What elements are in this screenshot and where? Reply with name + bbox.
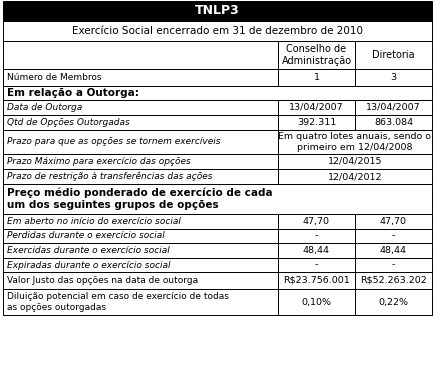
Bar (354, 100, 431, 115)
Text: Expiradas durante o exercício social: Expiradas durante o exercício social (7, 261, 170, 269)
Text: Conselho de
Administração: Conselho de Administração (281, 44, 351, 66)
Text: Em aberto no início do exercício social: Em aberto no início do exercício social (7, 217, 181, 226)
Bar (277, 289, 354, 315)
Text: 12/04/2012: 12/04/2012 (327, 172, 381, 181)
Bar (277, 69, 354, 86)
Bar (3, 169, 277, 184)
Text: Data de Outorga: Data de Outorga (7, 103, 82, 112)
Bar (3, 69, 277, 86)
Text: Prazo de restrição à transferências das ações: Prazo de restrição à transferências das … (7, 172, 212, 181)
Bar (3, 21, 431, 41)
Text: Exercício Social encerrado em 31 de dezembro de 2010: Exercício Social encerrado em 31 de deze… (72, 26, 362, 36)
Bar (3, 289, 277, 315)
Bar (354, 258, 431, 272)
Bar (3, 100, 277, 115)
Text: R$52.263.202: R$52.263.202 (359, 276, 426, 285)
Bar (277, 243, 354, 258)
Bar (277, 100, 354, 115)
Text: Exercidas durante o exercício social: Exercidas durante o exercício social (7, 246, 169, 255)
Bar (354, 272, 431, 289)
Bar (354, 214, 431, 229)
Text: -: - (314, 261, 317, 269)
Bar (354, 115, 431, 130)
Text: 392.311: 392.311 (296, 118, 335, 127)
Text: Em quatro lotes anuais, sendo o
primeiro em 12/04/2008: Em quatro lotes anuais, sendo o primeiro… (278, 132, 431, 152)
Bar (3, 229, 277, 243)
Bar (354, 289, 431, 315)
Bar (277, 169, 431, 184)
Text: 3: 3 (390, 73, 396, 82)
Text: 48,44: 48,44 (302, 246, 329, 255)
Bar (3, 154, 277, 169)
Bar (3, 243, 277, 258)
Bar (277, 272, 354, 289)
Bar (3, 1, 431, 21)
Text: Preço médio ponderado de exercício de cada
um dos seguintes grupos de opções: Preço médio ponderado de exercício de ca… (7, 187, 272, 210)
Bar (3, 272, 277, 289)
Text: 13/04/2007: 13/04/2007 (289, 103, 343, 112)
Bar (3, 258, 277, 272)
Bar (3, 115, 277, 130)
Bar (277, 130, 431, 154)
Bar (277, 154, 431, 169)
Text: Prazo Máximo para exercício das opções: Prazo Máximo para exercício das opções (7, 157, 191, 166)
Bar (277, 41, 354, 69)
Text: Valor Justo das opções na data de outorga: Valor Justo das opções na data de outorg… (7, 276, 197, 285)
Bar (3, 184, 431, 214)
Bar (3, 86, 431, 100)
Text: TNLP3: TNLP3 (195, 5, 239, 18)
Text: 13/04/2007: 13/04/2007 (365, 103, 420, 112)
Text: Qtd de Opções Outorgadas: Qtd de Opções Outorgadas (7, 118, 129, 127)
Text: 1: 1 (313, 73, 319, 82)
Bar (3, 130, 277, 154)
Text: R$23.756.001: R$23.756.001 (283, 276, 349, 285)
Text: 863.084: 863.084 (373, 118, 412, 127)
Text: Prazo para que as opções se tornem exercíveis: Prazo para que as opções se tornem exerc… (7, 138, 220, 147)
Bar (277, 229, 354, 243)
Bar (354, 243, 431, 258)
Bar (277, 115, 354, 130)
Bar (277, 214, 354, 229)
Text: Em relação a Outorga:: Em relação a Outorga: (7, 88, 138, 98)
Bar (3, 41, 277, 69)
Text: 47,70: 47,70 (302, 217, 329, 226)
Text: Diretoria: Diretoria (372, 50, 414, 60)
Text: Número de Membros: Número de Membros (7, 73, 101, 82)
Text: 12/04/2015: 12/04/2015 (327, 157, 381, 166)
Text: -: - (391, 261, 394, 269)
Text: 0,22%: 0,22% (378, 298, 408, 306)
Bar (354, 229, 431, 243)
Bar (354, 41, 431, 69)
Text: -: - (391, 232, 394, 240)
Text: 47,70: 47,70 (379, 217, 406, 226)
Text: Diluição potencial em caso de exercício de todas
as opções outorgadas: Diluição potencial em caso de exercício … (7, 292, 228, 312)
Text: Perdidas durante o exercício social: Perdidas durante o exercício social (7, 232, 164, 240)
Text: 48,44: 48,44 (379, 246, 406, 255)
Bar (277, 258, 354, 272)
Bar (3, 214, 277, 229)
Text: 0,10%: 0,10% (301, 298, 331, 306)
Text: -: - (314, 232, 317, 240)
Bar (354, 69, 431, 86)
